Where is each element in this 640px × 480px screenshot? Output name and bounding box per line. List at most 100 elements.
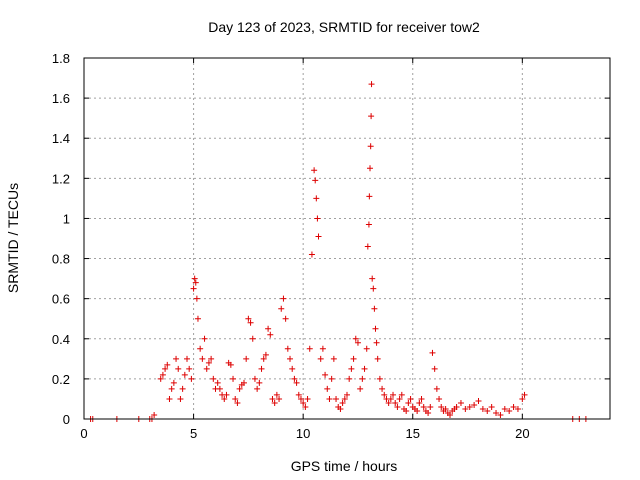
data-point	[227, 361, 234, 368]
data-point	[403, 407, 410, 414]
data-point	[245, 315, 252, 322]
data-point	[352, 335, 359, 342]
data-point	[339, 399, 346, 406]
data-point	[475, 397, 482, 404]
data-point	[256, 379, 263, 386]
marks-layer	[87, 81, 589, 422]
data-point	[157, 375, 164, 382]
data-point	[260, 355, 267, 362]
data-point	[367, 165, 374, 172]
data-point	[471, 401, 478, 408]
data-point	[234, 399, 241, 406]
data-point	[191, 275, 198, 282]
data-point	[230, 375, 237, 382]
data-point	[514, 405, 521, 412]
data-point	[436, 395, 443, 402]
y-axis-label: SRMTID / TECUs	[5, 183, 21, 293]
data-point	[162, 365, 169, 372]
data-point	[479, 405, 486, 412]
y-tick-label: 1.6	[52, 91, 70, 106]
y-tick-label: 0	[63, 412, 70, 427]
grid-layer	[84, 58, 610, 419]
data-point	[291, 375, 298, 382]
data-point	[312, 177, 319, 184]
data-point	[280, 295, 287, 302]
data-point	[350, 355, 357, 362]
data-point	[190, 285, 197, 292]
data-point	[199, 355, 206, 362]
data-point	[197, 345, 204, 352]
data-point	[390, 391, 397, 398]
y-tick-label: 1.2	[52, 171, 70, 186]
data-point	[484, 407, 491, 414]
data-point	[193, 295, 200, 302]
data-point	[493, 409, 500, 416]
data-point	[346, 375, 353, 382]
data-point	[254, 385, 261, 392]
data-point	[453, 403, 460, 410]
data-point	[374, 355, 381, 362]
data-point	[319, 345, 326, 352]
data-point	[221, 395, 228, 402]
data-point	[466, 403, 473, 410]
data-point	[433, 385, 440, 392]
data-point	[429, 349, 436, 356]
data-point	[387, 395, 394, 402]
y-tick-label: 1.4	[52, 131, 70, 146]
data-point	[223, 391, 230, 398]
data-point	[407, 395, 414, 402]
data-point	[457, 399, 464, 406]
data-point	[173, 355, 180, 362]
data-point	[192, 279, 199, 286]
data-point	[232, 395, 239, 402]
plot-frame	[83, 57, 611, 420]
chart-title: Day 123 of 2023, SRMTID for receiver tow…	[208, 19, 480, 35]
data-point	[240, 379, 247, 386]
data-point	[418, 395, 425, 402]
data-point	[328, 375, 335, 382]
x-tick-label: 20	[515, 426, 529, 441]
data-point	[208, 355, 215, 362]
data-point	[354, 339, 361, 346]
data-point	[236, 385, 243, 392]
data-point	[262, 351, 269, 358]
data-point	[366, 193, 373, 200]
data-point	[510, 403, 517, 410]
data-point	[381, 391, 388, 398]
data-point	[306, 345, 313, 352]
data-point	[371, 305, 378, 312]
data-point	[521, 391, 528, 398]
data-point	[438, 403, 445, 410]
data-point	[363, 345, 370, 352]
data-point	[287, 355, 294, 362]
data-point	[368, 113, 375, 120]
data-point	[367, 143, 374, 150]
data-point	[370, 285, 377, 292]
data-point	[359, 375, 366, 382]
data-point	[201, 335, 208, 342]
data-point	[247, 319, 254, 326]
y-tick-label: 0.2	[52, 372, 70, 387]
data-point	[519, 395, 526, 402]
data-point	[368, 81, 375, 88]
data-point	[314, 215, 321, 222]
data-point	[506, 407, 513, 414]
data-point	[425, 409, 432, 416]
data-point	[330, 355, 337, 362]
data-point	[392, 399, 399, 406]
data-point	[181, 371, 188, 378]
data-point	[151, 411, 158, 418]
data-point	[297, 395, 304, 402]
data-point	[431, 365, 438, 372]
data-point	[442, 405, 449, 412]
data-point	[357, 385, 364, 392]
data-point	[271, 399, 278, 406]
y-tick-label: 0.8	[52, 252, 70, 267]
data-point	[348, 365, 355, 372]
data-point	[405, 399, 412, 406]
data-point	[344, 391, 350, 398]
data-point	[251, 375, 258, 382]
data-point	[308, 251, 315, 258]
data-point	[168, 385, 175, 392]
